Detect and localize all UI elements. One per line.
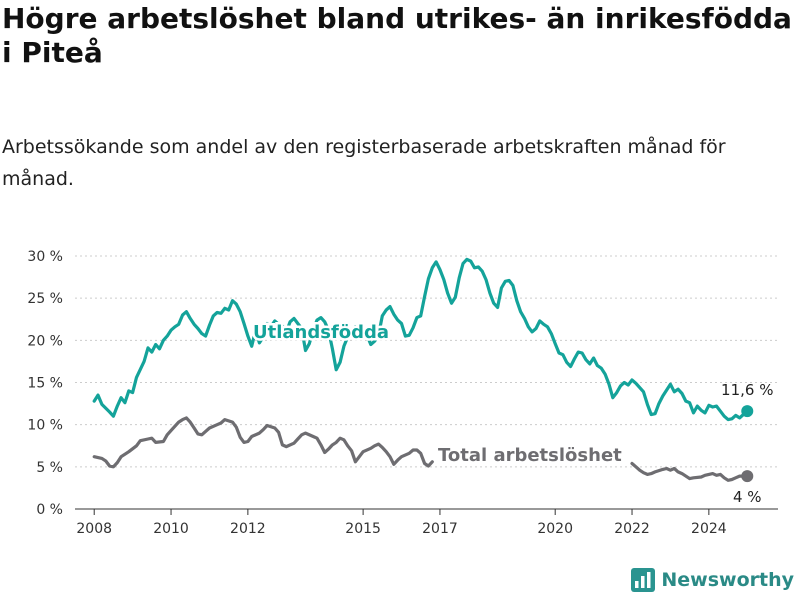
series-labels: Utlandsfödda Total arbetslöshet 11,6 % 4 % xyxy=(251,320,774,507)
x-tick-label: 2015 xyxy=(345,521,381,537)
series-lines xyxy=(92,257,754,483)
bar-chart-logo-icon xyxy=(631,568,656,592)
end-point-utlandsfodda xyxy=(741,405,754,418)
x-tick-label: 2010 xyxy=(153,521,189,537)
series-line-total xyxy=(92,416,434,469)
y-tick-label: 15 % xyxy=(27,376,63,392)
series-label-total: Total arbetslöshet xyxy=(438,445,622,466)
x-tick-label: 2020 xyxy=(537,521,573,537)
y-tick-label: 0 % xyxy=(36,502,63,518)
chart-title: Högre arbetslöshet bland utrikes- än inr… xyxy=(2,2,792,69)
y-axis: 0 % 5 % 10 % 15 % 20 % 25 % 30 % xyxy=(27,249,63,518)
x-axis: 2008 2010 2012 2015 2017 2020 2022 2024 xyxy=(76,509,727,537)
brand-name: Newsworthy xyxy=(661,569,794,591)
x-tick-label: 2012 xyxy=(230,521,266,537)
x-tick-label: 2008 xyxy=(76,521,112,537)
x-tick-label: 2017 xyxy=(422,521,458,537)
y-tick-label: 25 % xyxy=(27,291,63,307)
chart-grid xyxy=(75,255,778,510)
y-tick-label: 20 % xyxy=(27,333,63,349)
y-tick-label: 30 % xyxy=(27,249,63,265)
chart-subtitle: Arbetssökande som andel av den registerb… xyxy=(2,136,726,190)
newsworthy-logo: Newsworthy xyxy=(631,568,794,592)
series-label-utlandsfodda: Utlandsfödda xyxy=(253,322,389,343)
y-tick-label: 5 % xyxy=(36,460,63,476)
end-point-total xyxy=(741,470,754,483)
end-value-total: 4 % xyxy=(733,488,762,506)
series-line-total xyxy=(630,461,749,482)
x-tick-label: 2024 xyxy=(691,521,727,537)
end-value-utlandsfodda: 11,6 % xyxy=(721,381,773,399)
series-line-utlandsfodda xyxy=(92,257,749,422)
y-tick-label: 10 % xyxy=(27,418,63,434)
x-tick-label: 2022 xyxy=(614,521,650,537)
line-chart: 0 %5 %10 %15 %20 %25 %30 % 2008 2010 2012 2… xyxy=(27,249,778,537)
